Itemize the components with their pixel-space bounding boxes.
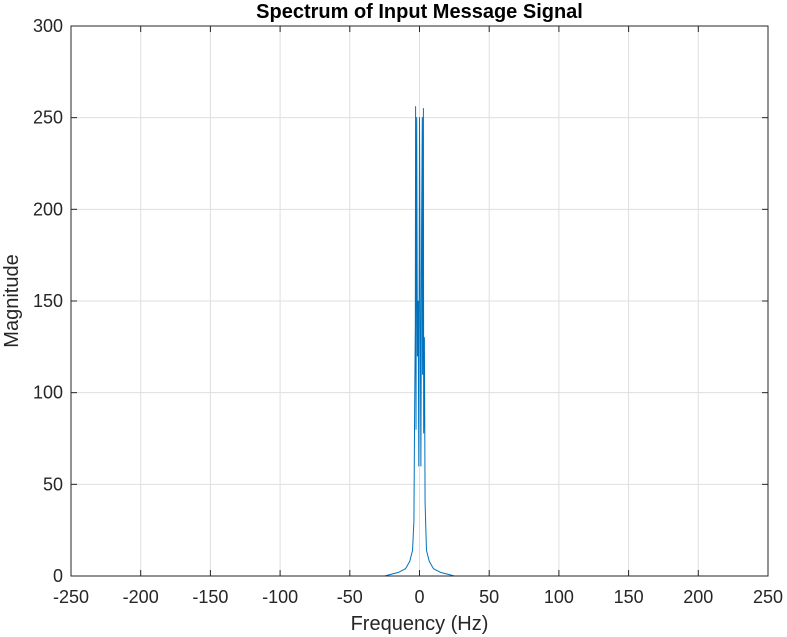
x-tick-label: -100: [262, 587, 298, 607]
y-tick-label: 50: [43, 474, 63, 494]
y-tick-label: 100: [33, 383, 63, 403]
y-tick-label: 150: [33, 291, 63, 311]
x-tick-label: -150: [192, 587, 228, 607]
x-tick-label: -200: [123, 587, 159, 607]
x-tick-label: 50: [479, 587, 499, 607]
y-ticks: 0 50 100 150 200 250 300: [33, 16, 768, 586]
y-tick-label: 200: [33, 199, 63, 219]
x-tick-label: 200: [683, 587, 713, 607]
x-tick-label: 0: [414, 587, 424, 607]
x-tick-label: 250: [753, 587, 783, 607]
y-tick-label: 250: [33, 108, 63, 128]
x-tick-label: 100: [544, 587, 574, 607]
series-layer: [71, 106, 768, 577]
y-axis-label: Magnitude: [1, 254, 23, 347]
x-tick-label: -50: [337, 587, 363, 607]
x-tick-label: 150: [614, 587, 644, 607]
y-tick-label: 300: [33, 16, 63, 36]
y-tick-label: 0: [53, 566, 63, 586]
x-ticks: -250 -200 -150 -100 -50 0 50 100 150 200 250: [53, 26, 783, 607]
x-axis-label: Frequency (Hz): [351, 613, 489, 635]
x-tick-label: -250: [53, 587, 89, 607]
chart-title: Spectrum of Input Message Signal: [256, 1, 583, 23]
series-line: [71, 106, 768, 577]
